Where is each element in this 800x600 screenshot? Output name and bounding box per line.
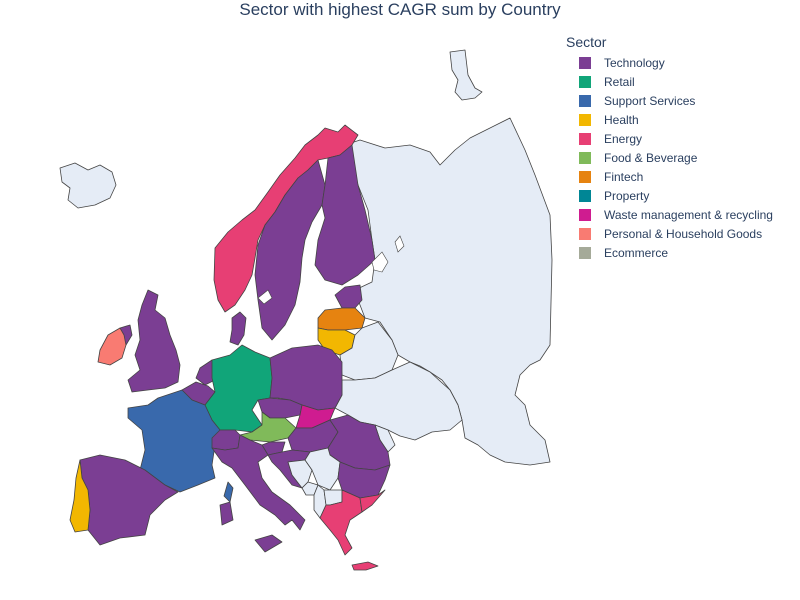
legend-title: Sector [566,34,607,50]
country-turkey[interactable] [359,489,386,513]
country-estonia[interactable] [334,284,363,309]
country-united-kingdom[interactable] [127,289,181,393]
country-france[interactable] [127,389,221,493]
legend-label: Fintech [604,169,644,184]
legend-label: Health [604,112,639,127]
legend-swatch [579,227,591,240]
legend-label: Property [604,188,650,203]
legend-label: Food & Beverage [604,150,698,165]
country-austria[interactable] [239,411,297,443]
legend-item[interactable]: Personal & Household Goods [566,224,773,243]
legend-swatch [579,189,591,202]
legend-label: Support Services [604,93,696,108]
legend-label: Retail [604,74,635,89]
lake-ladoga [371,251,389,273]
country-iceland[interactable] [59,162,117,209]
legend-label: Personal & Household Goods [604,226,763,241]
country-uk-northern-ireland[interactable] [119,324,133,346]
legend-item[interactable]: Property [566,186,773,205]
legend-label: Ecommerce [604,245,669,260]
legend: Sector Technology Retail Support Services H… [566,33,773,262]
country-sardinia[interactable] [219,501,234,526]
country-sweden[interactable] [254,159,326,341]
legend-label: Energy [604,131,643,146]
country-crete[interactable] [351,561,379,571]
legend-swatch [579,151,591,164]
country-sicily[interactable] [254,534,283,553]
legend-swatch [579,246,591,259]
legend-item[interactable]: Waste management & recycling [566,205,773,224]
legend-swatch [579,132,591,145]
country-bulgaria[interactable] [337,461,391,499]
lake-onega [394,235,405,253]
legend-swatch [579,75,591,88]
country-greece[interactable] [319,489,363,556]
country-serbia[interactable] [304,447,341,491]
country-latvia[interactable] [317,307,366,331]
gotland-island [257,289,273,305]
legend-item[interactable]: Energy [566,129,773,148]
legend-item[interactable]: Technology [566,53,773,72]
legend-swatch [579,208,591,221]
legend-items: Technology Retail Support Services Health En… [566,53,773,262]
country-italy[interactable] [211,434,306,531]
legend-swatch [579,113,591,126]
legend-swatch [579,56,591,69]
legend-item[interactable]: Food & Beverage [566,148,773,167]
legend-swatch [579,94,591,107]
country-russia-island[interactable] [449,49,483,101]
legend-item[interactable]: Ecommerce [566,243,773,262]
country-germany[interactable] [204,344,273,433]
legend-swatch [579,170,591,183]
country-denmark[interactable] [229,311,247,346]
country-portugal[interactable] [69,459,91,533]
country-corsica[interactable] [223,481,234,503]
map-title: Sector with highest CAGR sum by Country [239,0,561,19]
legend-label: Waste management & recycling [604,207,773,222]
legend-label: Technology [604,55,665,70]
legend-item[interactable]: Support Services [566,91,773,110]
legend-item[interactable]: Fintech [566,167,773,186]
legend-item[interactable]: Health [566,110,773,129]
legend-item[interactable]: Retail [566,72,773,91]
